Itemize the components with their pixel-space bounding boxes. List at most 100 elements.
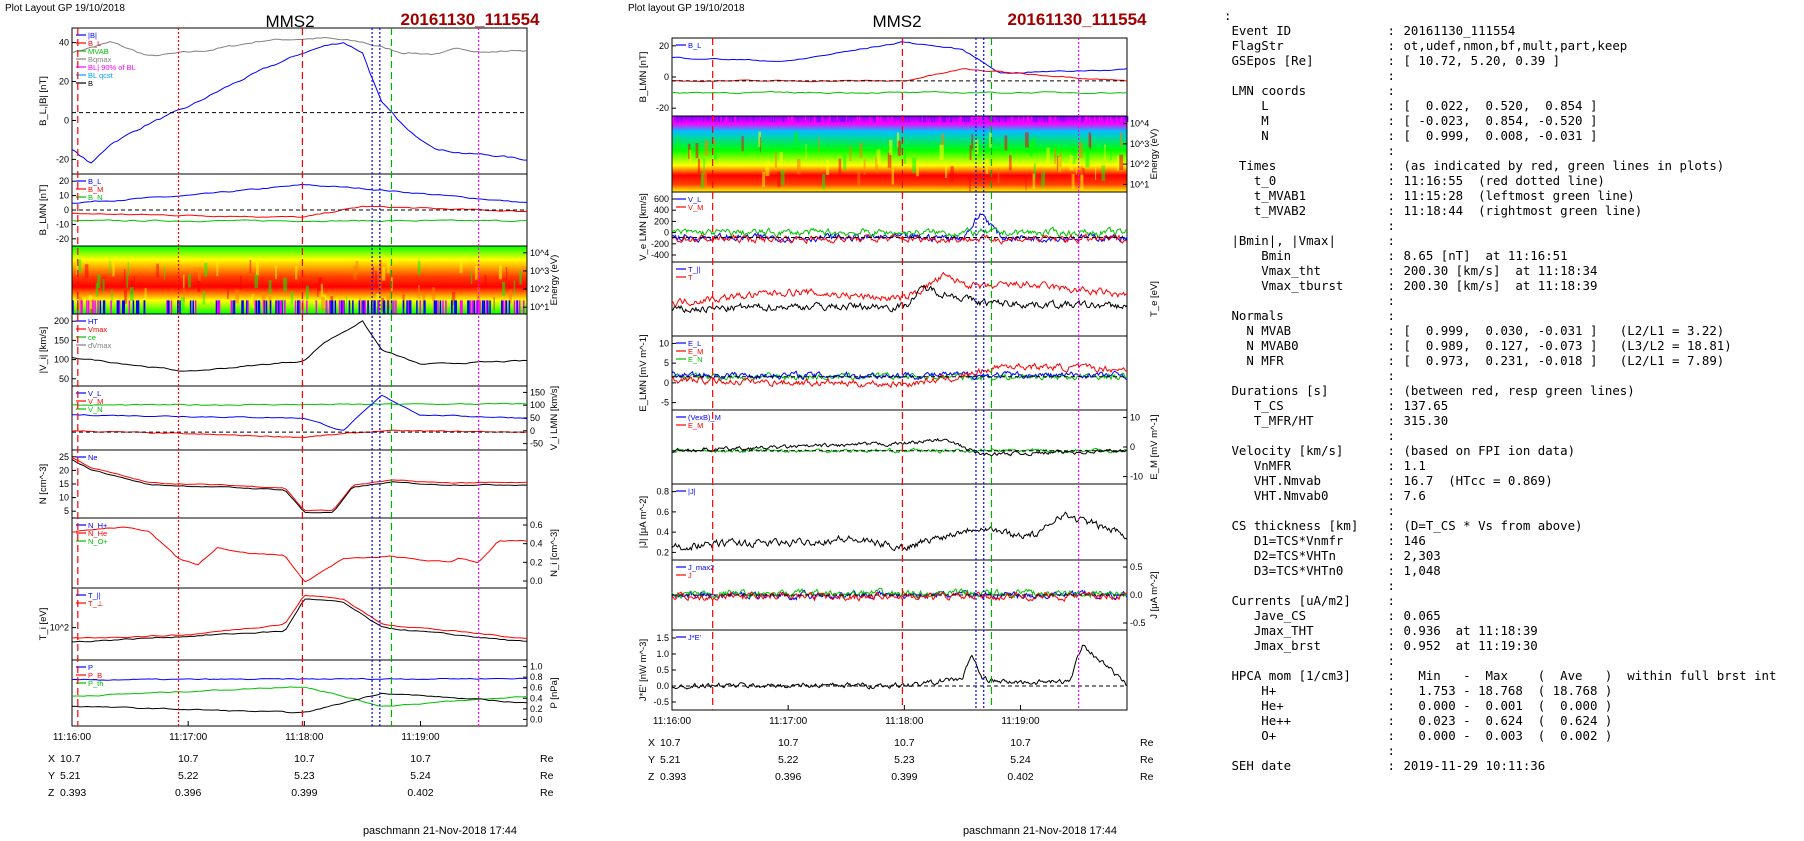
spectrogram-low-energy	[348, 300, 351, 314]
y-axis-label: B_LMN [nT]	[38, 185, 49, 236]
spectrogram-low-energy	[241, 300, 243, 314]
spectrogram-texture	[123, 269, 126, 283]
y-tick-label: 10^2	[530, 284, 549, 294]
info-key: Vmax_tht	[1231, 263, 1321, 278]
info-row: Durations [s]: (between red, resp green l…	[1224, 383, 1800, 398]
info-key: N	[1231, 128, 1269, 143]
spectrogram-texture	[912, 157, 917, 173]
info-colon: :	[1387, 638, 1395, 653]
spectrogram-high-energy	[965, 116, 968, 123]
y-tick-label: 0.6	[656, 507, 669, 517]
info-colon: :	[1387, 698, 1395, 713]
y-axis-label: |V_i| [km/s]	[38, 327, 49, 374]
spectrogram-high-energy	[869, 116, 871, 123]
spectrogram-low-energy	[80, 300, 82, 314]
y-tick-label: 0.0	[656, 681, 669, 691]
y-tick-label: 150	[54, 335, 69, 345]
info-row: Jmax_THT:0.936 at 11:18:39	[1224, 623, 1800, 638]
spectrogram-texture	[1116, 155, 1119, 171]
series-trace	[671, 226, 1128, 239]
spectrogram-low-energy	[424, 300, 426, 314]
series-trace	[671, 437, 1128, 457]
info-key: Velocity [km/s]	[1231, 443, 1344, 458]
panel-2: 20 10 0 -10 -20 B_LMN [nT] B_LB_MB_N	[38, 173, 528, 247]
spectrogram-texture	[1072, 174, 1075, 190]
y-tick-label: 10^2	[1130, 159, 1149, 169]
spectrogram-texture	[1094, 164, 1097, 180]
info-colon: :	[1387, 158, 1395, 173]
info-row: GSEpos [Re]: [ 10.72, 5.20, 0.39 ]	[1224, 53, 1800, 68]
series-trace	[71, 429, 528, 439]
orbit-value: 10.7	[1010, 737, 1031, 749]
spectrogram-texture	[941, 133, 945, 149]
spectrogram-low-energy	[402, 300, 405, 314]
panel-6: 25 20 15 10 5 N [cm^-3] Ne	[38, 449, 528, 519]
spectrogram-low-energy	[378, 300, 380, 314]
spectrogram-texture	[969, 175, 971, 192]
info-value: 200.30 [km/s] at 11:18:34	[1403, 263, 1598, 278]
y-axis-label: |J| [μA m^-2]	[638, 496, 649, 548]
spectrogram-high-energy	[836, 116, 838, 123]
series-trace	[71, 677, 528, 681]
spectrogram-texture	[320, 283, 323, 298]
spectrogram-texture	[379, 259, 382, 274]
spectrogram-low-energy	[72, 300, 74, 314]
spectrogram-high-energy	[771, 116, 774, 123]
spectrogram-high-energy	[846, 116, 849, 123]
y-tick-label: 0.2	[530, 557, 543, 567]
info-value: [ 0.999, 0.008, -0.031 ]	[1403, 128, 1598, 143]
spectrogram-low-energy	[501, 300, 503, 314]
y-tick-label: 200	[54, 316, 69, 326]
info-value: (as indicated by red, green lines in plo…	[1403, 158, 1725, 173]
spectrogram-low-energy	[473, 300, 475, 314]
spectrogram-low-energy	[167, 300, 169, 314]
orbit-label-Z: Z	[48, 787, 55, 799]
spectrogram-texture	[1004, 135, 1008, 151]
series-trace	[71, 36, 528, 57]
spectrogram-texture	[1075, 159, 1077, 175]
info-row: HPCA mom [1/cm3]: Min - Max ( Ave ) with…	[1224, 668, 1800, 683]
panel-frame	[71, 313, 528, 387]
spectrogram-low-energy	[338, 300, 341, 314]
spectrogram-high-energy	[938, 116, 941, 123]
legend-label: |J|	[688, 487, 696, 496]
info-key: D2=TCS*VHTn	[1231, 548, 1336, 563]
y-tick-label: 0	[664, 378, 669, 388]
spectrogram-high-energy	[837, 116, 839, 123]
spectrogram-texture	[700, 172, 705, 189]
spectrogram-texture	[916, 161, 919, 177]
info-value: [ -0.023, 0.854, -0.520 ]	[1403, 113, 1598, 128]
spectrogram-texture	[501, 282, 506, 296]
spectrogram-texture	[268, 280, 272, 294]
spectrogram-low-energy	[513, 300, 516, 314]
panel-frame	[71, 27, 528, 175]
spectrogram-high-energy	[672, 116, 675, 123]
spectrogram-low-energy	[116, 300, 119, 314]
info-key: Normals	[1231, 308, 1284, 323]
info-colon: :	[1387, 353, 1395, 368]
info-row: t_MVAB1:11:15:28 (leftmost green line)	[1224, 188, 1800, 203]
spectrogram-high-energy	[691, 116, 693, 123]
y-tick-label: 10^1	[530, 302, 549, 312]
spectrogram-low-energy	[363, 300, 365, 314]
spectrogram-texture	[375, 270, 377, 285]
spectrogram-texture	[459, 259, 463, 274]
spectrogram-low-energy	[352, 300, 354, 314]
spectrogram-low-energy	[342, 300, 344, 314]
y-tick-label: 0.6	[530, 520, 543, 530]
spectrogram-texture	[321, 296, 325, 311]
spectrogram-high-energy	[877, 116, 879, 123]
y-tick-label: 20	[59, 465, 69, 475]
info-colon: :	[1387, 233, 1395, 248]
y-tick-label: -200	[651, 239, 669, 249]
info-key: H+	[1231, 683, 1277, 698]
info-row: VnMFR:1.1	[1224, 458, 1800, 473]
orbit-value: 5.24	[1010, 754, 1031, 766]
spectrogram-low-energy	[168, 300, 170, 314]
orbit-value: 10.7	[60, 753, 81, 765]
info-key: SEH date	[1231, 758, 1292, 773]
spectrogram-texture	[689, 149, 692, 166]
spectrogram-high-energy	[933, 116, 936, 123]
